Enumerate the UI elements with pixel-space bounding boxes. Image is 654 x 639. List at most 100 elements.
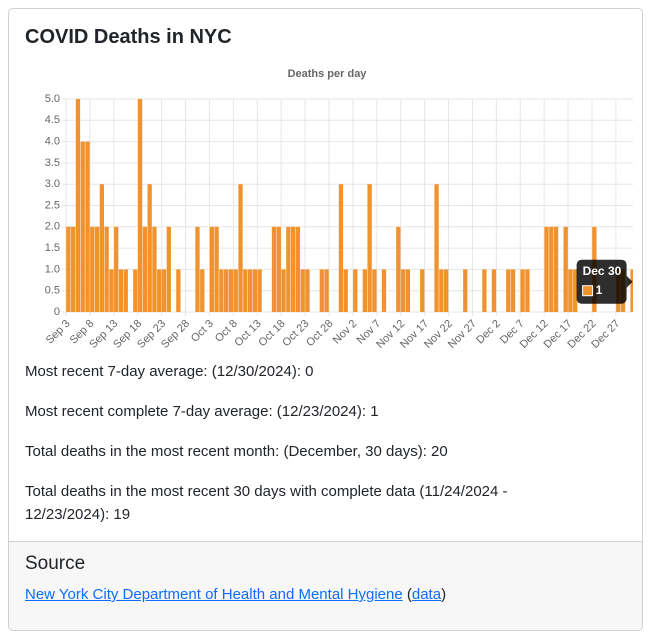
bar [252,269,258,312]
y-tick-label: 0 [54,306,60,318]
bar [630,269,633,312]
bar [381,269,387,312]
bar [147,184,152,312]
bar [367,184,372,312]
stat-line: Total deaths in the most recent month: (… [25,443,448,460]
y-tick-label: 1.5 [45,242,60,254]
bar [161,269,167,312]
source-text: New York City Department of Health and M… [25,586,446,603]
bar [75,99,81,312]
data-link[interactable]: data [411,586,442,603]
paren: ) [441,586,447,603]
bar [157,269,162,312]
bar [506,269,511,312]
chart-title: Deaths per day [288,68,368,80]
y-tick-label: 1.0 [45,263,60,275]
bar [85,141,90,312]
source-title: Source [25,553,86,574]
bar [573,269,578,312]
bar [300,269,305,312]
bar [104,226,109,312]
bar [443,269,449,312]
bar [152,226,157,312]
bar [114,226,119,312]
card-footer: Source New York City Department of Healt… [9,541,642,630]
bar [66,226,71,312]
tooltip: Dec 30 1 [576,259,633,304]
bar [133,269,138,312]
bar [434,184,439,312]
source-link[interactable]: New York City Department of Health and M… [25,586,403,603]
bar [405,269,411,312]
bar [243,269,248,312]
stat-line: Most recent complete 7-day average: (12/… [25,403,379,420]
bar [549,226,554,312]
x-tick-label: Dec 2 [474,318,503,347]
x-tick-label: Oct 28 [304,318,335,349]
stat-line: Total deaths in the most recent 30 days … [25,483,508,523]
bar [343,269,348,312]
bar [482,269,487,312]
bar [166,226,171,312]
bar [233,269,238,312]
x-tick-label: Sep 3 [44,318,73,347]
bar [276,226,281,312]
bar [463,269,468,312]
bar [123,269,128,312]
x-tick-label: Oct 3 [189,318,216,345]
bar [271,226,277,312]
y-tick-label: 4.5 [45,114,60,126]
bar [99,184,105,312]
bar [281,269,286,312]
bar [400,269,406,312]
bar [71,226,76,312]
bar [362,269,367,312]
bar [353,269,358,312]
bar [209,226,214,312]
bar [219,269,224,312]
tooltip-title: Dec 30 [583,264,622,278]
bar [109,269,114,312]
bar [324,269,329,312]
bar [544,226,549,312]
card-title: COVID Deaths in NYC [25,26,232,48]
bar [420,269,425,312]
bar [118,269,124,312]
bar [338,184,344,312]
bar [247,269,253,312]
bar [200,269,205,312]
bar [286,226,291,312]
y-tick-label: 3.5 [45,157,60,169]
bar [295,226,301,312]
y-tick-label: 5.0 [45,93,60,105]
tooltip-swatch [582,285,594,297]
y-tick-label: 4.0 [45,136,60,148]
bar [238,184,243,312]
tooltip-caret [626,275,633,288]
bar [214,226,219,312]
bar [137,99,143,312]
bar [520,269,525,312]
bar [491,269,497,312]
bar [257,269,262,312]
card: COVID Deaths in NYC Deaths per day 0 0.5 1… [8,8,643,631]
stat-line: Most recent 7-day average: (12/30/2024):… [25,363,314,380]
bar [563,226,568,312]
bar [305,269,310,312]
bar [90,226,95,312]
bar [224,269,229,312]
chart: Deaths per day 0 0.5 1.0 1.5 2.0 2.5 3.0 3.5 4.0… [44,68,633,351]
bar [228,269,234,312]
bar [439,269,444,312]
paren: ( [402,586,412,603]
bar [319,269,324,312]
bar [525,269,530,312]
bar [290,226,296,312]
bar [195,226,200,312]
bar [396,226,401,312]
bar [510,269,516,312]
bar [142,226,148,312]
y-tick-label: 2.5 [45,199,60,211]
y-tick-label: 0.5 [45,285,60,297]
